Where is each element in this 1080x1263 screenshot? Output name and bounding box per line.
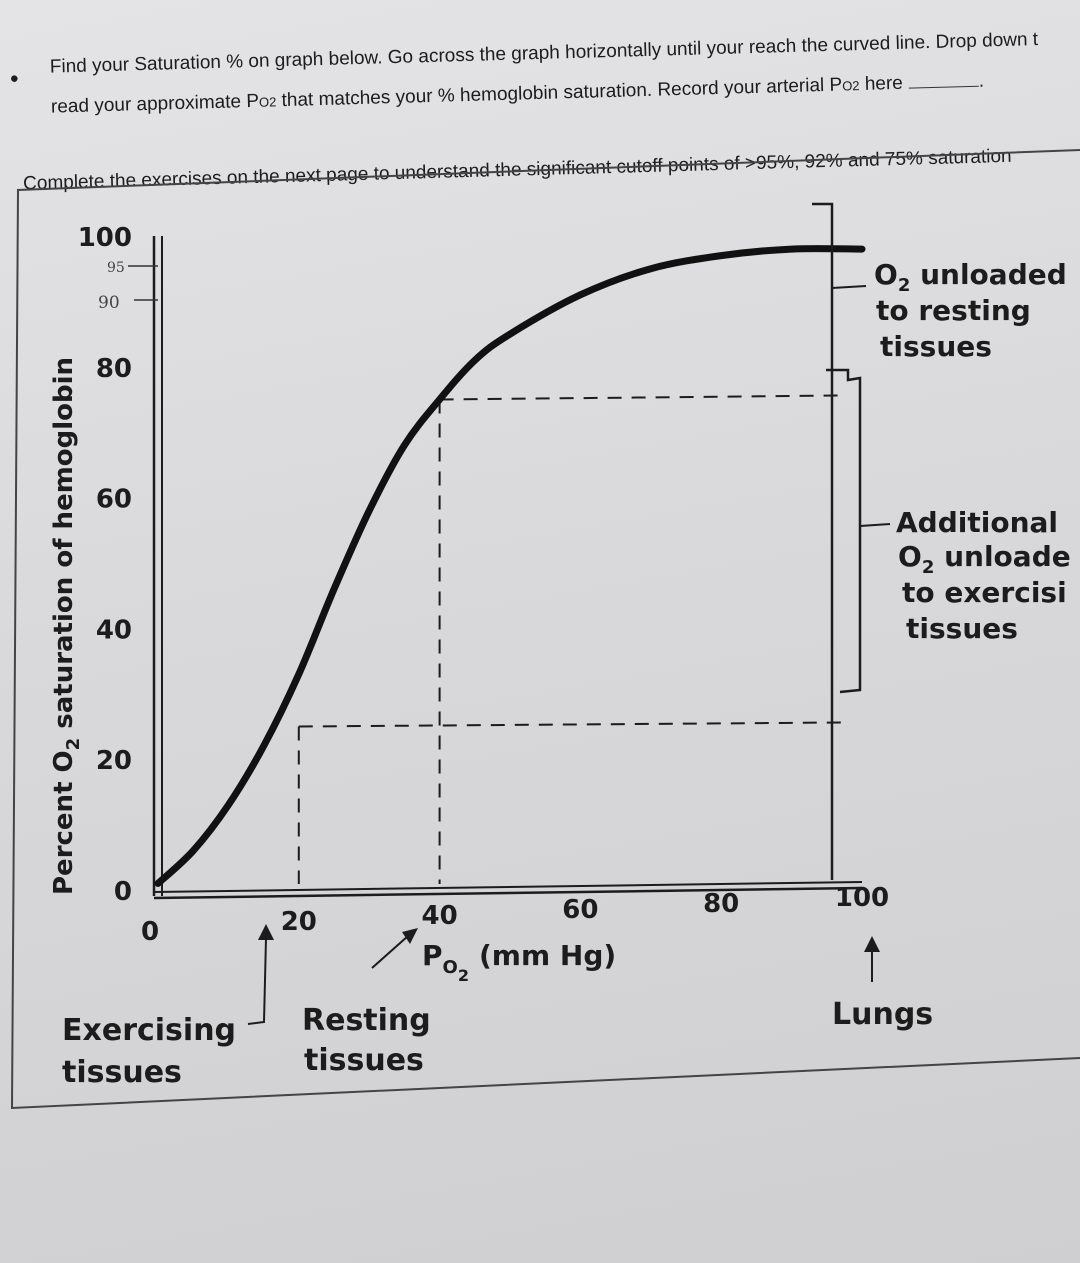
exercising-tissues-label: Exercising tissues <box>62 1013 246 1090</box>
additional-o2-exercising-label: Additional O2 unloade to exercisi tissue… <box>896 506 1080 645</box>
dissociation-curve-line <box>154 245 866 887</box>
x-axis-label: PO2(mm Hg) <box>422 939 616 985</box>
exercising-pointer <box>247 937 267 1025</box>
dashed-guide-horizontal <box>298 721 843 728</box>
y-tick-label: 40 <box>96 615 132 645</box>
lungs-bracket <box>812 202 834 880</box>
y-tick-label: 20 <box>96 746 132 776</box>
figure-frame <box>10 149 1080 1110</box>
y-tick-label: 60 <box>96 485 132 515</box>
resting-tissues-label: Resting tissues <box>302 1003 441 1078</box>
exercising-arrowhead <box>258 924 274 940</box>
x-tick-label: 60 <box>562 895 598 925</box>
exercise-bracket-tick <box>859 523 891 527</box>
y-axis-label: Percent O2 saturation of hemoglobin <box>49 357 84 895</box>
resting-bracket-tick <box>831 285 867 289</box>
o2-unloaded-resting-label: O2 unloaded to resting tissues <box>874 258 1077 363</box>
x-tick-label: 20 <box>281 907 317 937</box>
handwritten-90-mark: 90 <box>98 293 120 313</box>
x-tick-label: 80 <box>703 889 739 919</box>
x-axis-line-inner <box>153 881 863 893</box>
handwritten-95-mark: 95 <box>107 260 125 276</box>
y-tick-label: 80 <box>96 354 132 384</box>
y-tick-label: 100 <box>78 223 132 253</box>
x-tick-label: 0 <box>141 917 159 947</box>
x-tick-label: 40 <box>422 901 458 931</box>
lungs-arrowhead <box>864 936 880 952</box>
resting-arrowhead <box>402 928 418 944</box>
lungs-label: Lungs <box>832 997 933 1032</box>
y-tick-label: 0 <box>114 877 132 907</box>
resting-level-bracket <box>826 368 862 694</box>
x-axis-line <box>153 886 863 900</box>
resting-pointer <box>371 935 409 969</box>
dashed-guide-horizontal <box>439 394 843 401</box>
x-tick-label: 100 <box>835 883 889 913</box>
